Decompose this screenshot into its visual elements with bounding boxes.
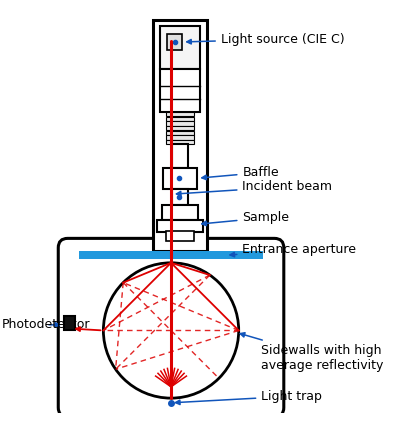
Text: Sample: Sample xyxy=(202,211,289,226)
Bar xyxy=(172,144,188,168)
Text: Sidewalls with high
average reflectivity: Sidewalls with high average reflectivity xyxy=(240,333,384,371)
Bar xyxy=(172,189,188,205)
FancyBboxPatch shape xyxy=(58,239,284,417)
Bar xyxy=(79,250,263,259)
Bar xyxy=(166,126,194,130)
Bar xyxy=(166,131,194,135)
Bar xyxy=(166,140,194,144)
Bar xyxy=(160,69,200,112)
Bar xyxy=(166,231,194,241)
Text: Entrance aperture: Entrance aperture xyxy=(230,243,356,257)
Bar xyxy=(166,135,194,140)
Bar xyxy=(166,121,194,126)
Bar xyxy=(167,34,182,50)
Bar xyxy=(166,112,194,116)
Bar xyxy=(162,168,197,189)
Bar xyxy=(157,219,203,232)
Text: Light source (CIE C): Light source (CIE C) xyxy=(187,33,345,46)
Text: Photodetector: Photodetector xyxy=(2,318,90,331)
Text: Baffle: Baffle xyxy=(202,166,279,180)
Bar xyxy=(64,317,75,330)
Text: Light trap: Light trap xyxy=(175,390,322,405)
Bar xyxy=(162,205,198,219)
Circle shape xyxy=(103,263,239,398)
Bar xyxy=(160,26,200,69)
Bar xyxy=(166,117,194,121)
Bar xyxy=(153,20,207,250)
Text: Incident beam: Incident beam xyxy=(177,180,332,196)
